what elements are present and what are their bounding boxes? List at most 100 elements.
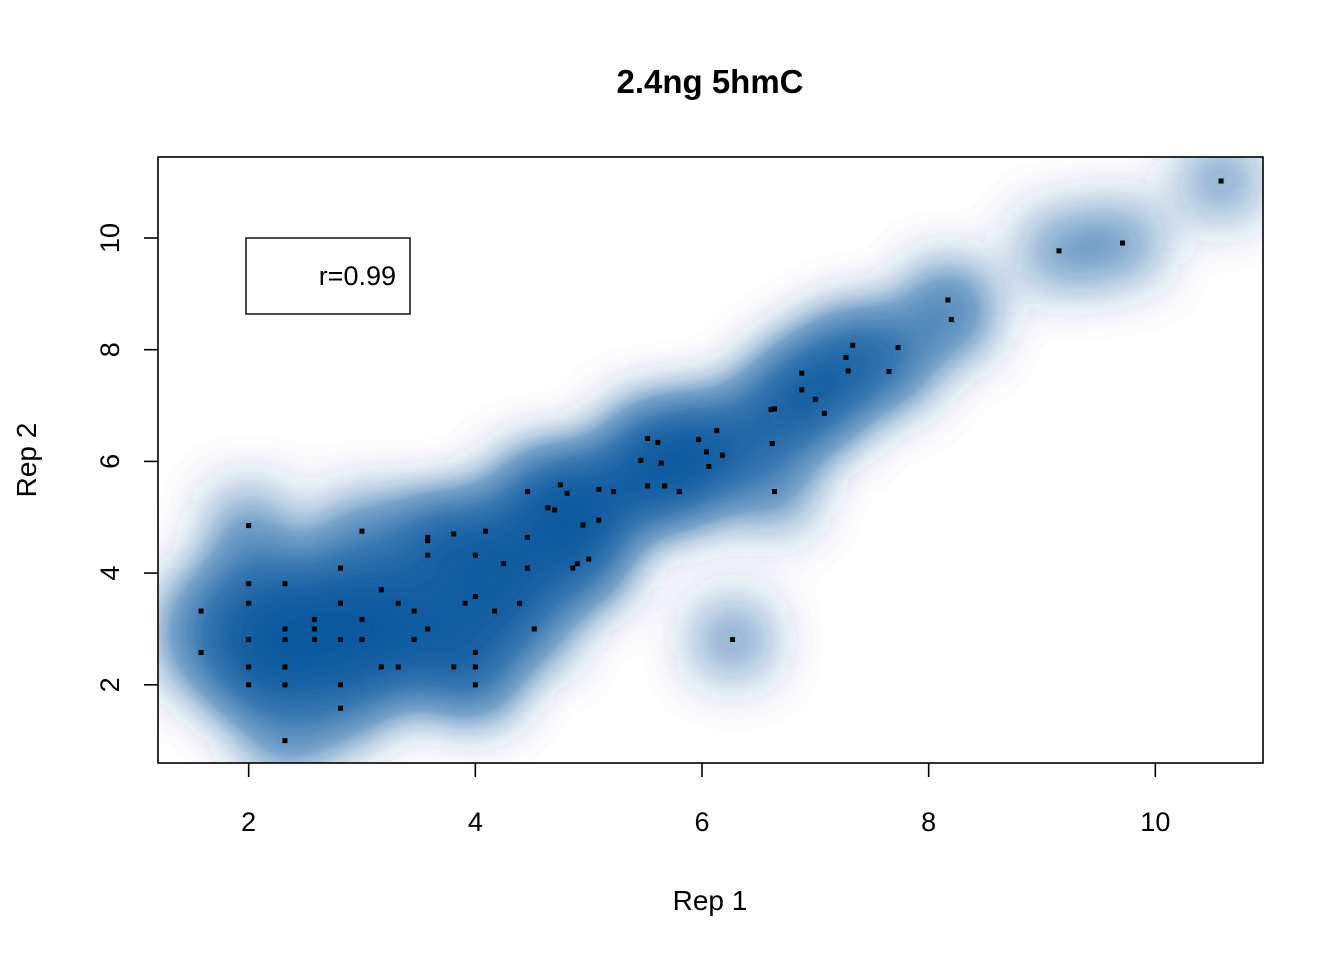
x-tick-label-0: 2 <box>241 807 256 837</box>
data-point-59 <box>596 486 602 492</box>
data-point-32 <box>425 538 431 544</box>
data-point-77 <box>772 406 778 412</box>
data-point-37 <box>462 600 468 606</box>
data-point-83 <box>843 355 849 361</box>
data-point-8 <box>282 581 288 587</box>
y-tick-label-1: 4 <box>95 566 125 581</box>
y-tick-label-3: 8 <box>95 342 125 357</box>
data-point-39 <box>472 594 478 600</box>
data-point-75 <box>768 406 774 412</box>
data-point-91 <box>1119 240 1125 246</box>
data-point-64 <box>645 483 651 489</box>
data-point-65 <box>655 439 661 445</box>
data-point-31 <box>425 534 431 540</box>
data-point-84 <box>845 368 851 374</box>
data-point-26 <box>378 664 384 670</box>
data-point-54 <box>564 490 570 496</box>
data-point-23 <box>359 616 365 622</box>
data-point-43 <box>483 528 489 534</box>
data-point-0 <box>198 608 204 614</box>
data-point-86 <box>886 368 892 374</box>
data-point-58 <box>586 556 592 562</box>
data-point-14 <box>311 616 317 622</box>
data-point-79 <box>799 370 805 376</box>
data-point-21 <box>337 705 343 711</box>
data-point-63 <box>645 435 651 441</box>
data-point-74 <box>730 637 736 643</box>
data-point-61 <box>611 489 617 495</box>
y-axis-label: Rep 2 <box>11 423 42 498</box>
legend-box: r=0.99 <box>245 237 411 315</box>
data-point-16 <box>311 637 317 643</box>
x-tick-label-1: 4 <box>468 807 483 837</box>
data-point-5 <box>246 637 252 643</box>
data-point-60 <box>596 517 602 523</box>
data-point-17 <box>337 565 343 571</box>
y-tick-label-2: 6 <box>95 454 125 469</box>
data-point-76 <box>769 441 775 447</box>
data-point-50 <box>531 626 537 632</box>
points-layer <box>198 178 1224 744</box>
x-axis: 2 4 6 8 10 <box>241 763 1170 837</box>
data-point-85 <box>850 342 856 348</box>
data-point-22 <box>359 528 365 534</box>
data-point-71 <box>706 463 712 469</box>
legend-frame <box>245 237 411 315</box>
correlation-annotation: r=0.99 <box>319 261 396 291</box>
data-point-11 <box>282 664 288 670</box>
data-point-56 <box>574 561 580 567</box>
data-point-2 <box>246 523 252 529</box>
data-point-28 <box>395 664 401 670</box>
data-point-34 <box>425 626 431 632</box>
data-point-25 <box>378 587 384 593</box>
data-point-73 <box>719 452 725 458</box>
data-point-88 <box>945 297 951 303</box>
data-point-29 <box>411 608 417 614</box>
data-point-51 <box>545 505 551 511</box>
data-point-10 <box>282 637 288 643</box>
data-point-87 <box>895 344 901 350</box>
data-point-3 <box>246 581 252 587</box>
data-point-20 <box>337 682 343 688</box>
data-point-38 <box>472 552 478 558</box>
data-point-66 <box>658 460 664 466</box>
data-point-48 <box>524 534 530 540</box>
data-point-4 <box>246 600 252 606</box>
data-point-89 <box>948 317 954 323</box>
data-point-69 <box>696 437 702 443</box>
data-point-90 <box>1056 248 1062 254</box>
data-point-1 <box>198 649 204 655</box>
data-point-62 <box>638 457 644 463</box>
y-tick-label-4: 10 <box>95 223 125 253</box>
data-point-30 <box>411 637 417 643</box>
data-point-72 <box>714 428 720 434</box>
data-point-19 <box>337 637 343 643</box>
data-point-13 <box>282 738 288 744</box>
data-point-52 <box>552 507 558 513</box>
data-point-47 <box>524 489 530 495</box>
x-tick-label-3: 8 <box>921 807 936 837</box>
data-point-46 <box>517 600 523 606</box>
data-point-81 <box>812 396 818 402</box>
data-point-24 <box>359 637 365 643</box>
data-point-41 <box>472 664 478 670</box>
x-axis-label: Rep 1 <box>673 885 748 916</box>
data-point-9 <box>282 626 288 632</box>
data-point-44 <box>492 608 498 614</box>
data-point-49 <box>524 565 530 571</box>
x-tick-label-4: 10 <box>1140 807 1170 837</box>
data-point-33 <box>425 552 431 558</box>
data-point-57 <box>580 522 586 528</box>
y-tick-label-0: 2 <box>95 677 125 692</box>
data-point-45 <box>501 561 507 567</box>
data-point-55 <box>570 565 576 571</box>
data-point-80 <box>799 387 805 393</box>
data-point-15 <box>311 626 317 632</box>
data-point-53 <box>557 482 563 488</box>
data-point-18 <box>337 600 343 606</box>
data-point-27 <box>395 600 401 606</box>
data-point-6 <box>246 664 252 670</box>
data-point-92 <box>1218 178 1224 184</box>
